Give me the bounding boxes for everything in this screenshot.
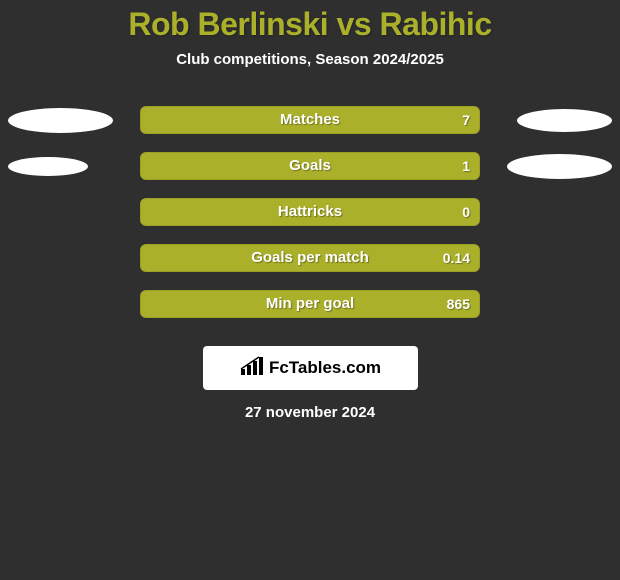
subtitle: Club competitions, Season 2024/2025 [0, 51, 620, 68]
stat-label: Hattricks [140, 198, 480, 226]
page-title: Rob Berlinski vs Rabihic [0, 0, 620, 43]
source-text: FcTables.com [269, 358, 381, 378]
right-ellipse [517, 109, 612, 132]
left-ellipse [8, 108, 113, 133]
stat-label: Goals per match [140, 244, 480, 272]
source-badge: FcTables.com [203, 346, 418, 390]
stat-row: Goals1 [0, 144, 620, 190]
stat-label: Goals [140, 152, 480, 180]
stat-value: 0 [462, 198, 470, 226]
right-ellipse [507, 154, 612, 179]
left-ellipse [8, 157, 88, 176]
stat-value: 0.14 [443, 244, 470, 272]
comparison-infographic: Rob Berlinski vs Rabihic Club competitio… [0, 0, 620, 580]
stat-value: 7 [462, 106, 470, 134]
bars-icon [239, 355, 263, 382]
stat-label: Min per goal [140, 290, 480, 318]
stats-list: Matches7Goals1Hattricks0Goals per match0… [0, 98, 620, 328]
stat-row: Hattricks0 [0, 190, 620, 236]
stat-label: Matches [140, 106, 480, 134]
stat-row: Matches7 [0, 98, 620, 144]
stat-value: 1 [462, 152, 470, 180]
date-text: 27 november 2024 [0, 404, 620, 421]
stat-row: Min per goal865 [0, 282, 620, 328]
stat-value: 865 [447, 290, 470, 318]
stat-row: Goals per match0.14 [0, 236, 620, 282]
